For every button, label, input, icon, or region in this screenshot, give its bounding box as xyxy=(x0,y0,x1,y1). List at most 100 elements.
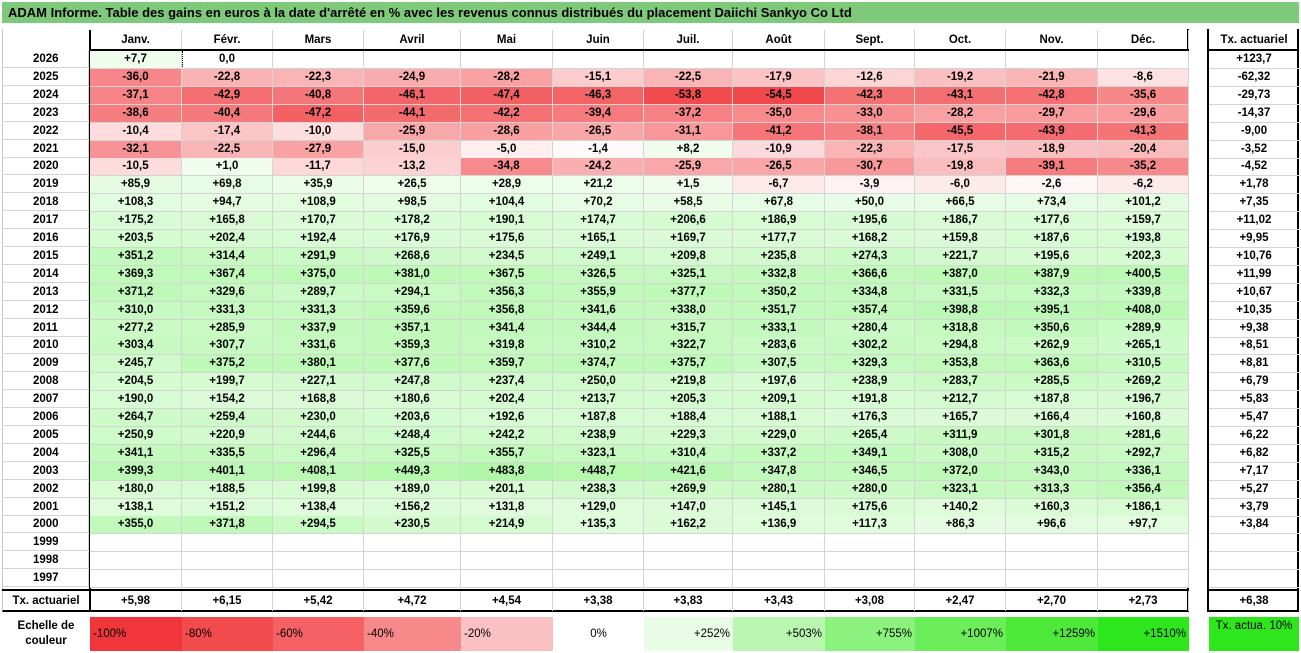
heatmap-cell: +205,3 xyxy=(644,391,733,410)
heatmap-cell: +294,8 xyxy=(915,337,1006,356)
heatmap-cell: +245,7 xyxy=(90,355,182,374)
heatmap-cell: +387,0 xyxy=(915,265,1006,284)
heatmap-cell: +203,5 xyxy=(90,230,182,248)
heatmap-cell: +188,5 xyxy=(182,480,273,499)
heatmap-cell: +175,6 xyxy=(825,498,915,517)
heatmap-cell xyxy=(644,552,733,571)
heatmap-cell: -22,5 xyxy=(182,140,273,159)
color-scale-swatch: -100% xyxy=(90,617,182,651)
heatmap-cell: +329,6 xyxy=(182,283,273,302)
heatmap-cell: +292,7 xyxy=(1098,444,1189,463)
heatmap-cell: -10,4 xyxy=(90,122,182,141)
heatmap-cell: +265,1 xyxy=(1098,337,1189,356)
heatmap-cell: +369,3 xyxy=(90,265,182,284)
heatmap-cell: +242,2 xyxy=(461,426,553,445)
heatmap-cell: +338,0 xyxy=(644,301,733,320)
heatmap-cell: +196,7 xyxy=(1098,391,1189,410)
year-label: 2023 xyxy=(3,104,89,122)
heatmap-cell: +1,5 xyxy=(644,176,733,195)
heatmap-cell: -6,2 xyxy=(1098,176,1189,195)
heatmap-cell: +180,6 xyxy=(364,391,461,410)
heatmap-cell: +159,7 xyxy=(1098,212,1189,231)
heatmap-cell: +296,4 xyxy=(273,444,364,463)
heatmap-cell: +170,7 xyxy=(273,212,364,231)
heatmap-cell: +323,1 xyxy=(915,480,1006,499)
heatmap-cell: -10,9 xyxy=(733,140,825,159)
heatmap-cell: +209,1 xyxy=(733,391,825,410)
heatmap-cell: +372,0 xyxy=(915,462,1006,481)
heatmap-cell xyxy=(733,552,825,571)
heatmap-cell: +357,1 xyxy=(364,319,461,338)
heatmap-cell: -17,5 xyxy=(915,140,1006,159)
heatmap-cell: -13,2 xyxy=(364,158,461,177)
heatmap-cell: +235,8 xyxy=(733,247,825,266)
heatmap-cell xyxy=(915,570,1006,589)
heatmap-cell: -43,1 xyxy=(915,86,1006,105)
rate-cell: +10,67 xyxy=(1209,284,1299,302)
heatmap-cell: +355,0 xyxy=(90,516,182,535)
heatmap-cell: -2,6 xyxy=(1006,176,1098,195)
footer-rule xyxy=(1209,589,1299,591)
heatmap-cell: +168,2 xyxy=(825,230,915,248)
heatmap-cell: +335,5 xyxy=(182,444,273,463)
heatmap-cell xyxy=(182,534,273,553)
heatmap-cell: +249,1 xyxy=(553,247,644,266)
heatmap-cell: +377,7 xyxy=(644,283,733,302)
heatmap-cell: -42,2 xyxy=(461,104,553,123)
rate-cell: +123,7 xyxy=(1209,51,1299,69)
heatmap-cell: +274,3 xyxy=(825,247,915,266)
heatmap-cell: +350,6 xyxy=(1006,319,1098,338)
heatmap-cell: +337,2 xyxy=(733,444,825,463)
heatmap-cell: +244,6 xyxy=(273,426,364,445)
heatmap-cell: -10,5 xyxy=(90,158,182,177)
heatmap-cell xyxy=(182,570,273,589)
year-label: 2000 xyxy=(3,516,89,534)
rate-cell: +6,79 xyxy=(1209,373,1299,392)
heatmap-cell: +307,7 xyxy=(182,337,273,356)
heatmap-cell: +186,9 xyxy=(733,212,825,231)
heatmap-cell: +230,0 xyxy=(273,409,364,427)
heatmap-cell xyxy=(1006,552,1098,571)
rate-cell: +5,83 xyxy=(1209,391,1299,410)
heatmap-cell: +334,8 xyxy=(825,283,915,302)
heatmap-cell: +188,1 xyxy=(733,409,825,427)
heatmap-cell: +117,3 xyxy=(825,516,915,535)
month-header: Juin xyxy=(553,30,644,50)
year-label: 2004 xyxy=(3,444,89,462)
heatmap-cell: +308,0 xyxy=(915,444,1006,463)
heatmap-cell: +310,5 xyxy=(1098,355,1189,374)
heatmap-cell: -22,3 xyxy=(273,68,364,87)
heatmap-cell: +206,6 xyxy=(644,212,733,231)
heatmap-cell xyxy=(644,570,733,589)
heatmap-cell: +70,2 xyxy=(553,194,644,213)
heatmap-cell: -15,0 xyxy=(364,140,461,159)
rate-cell: -62,32 xyxy=(1209,69,1299,87)
heatmap-cell: +323,1 xyxy=(553,444,644,463)
heatmap-cell xyxy=(915,51,1006,69)
heatmap-cell: -40,4 xyxy=(182,104,273,123)
rate-cell: +8,81 xyxy=(1209,355,1299,374)
footer-rate-cell: +2,70 xyxy=(1006,591,1098,611)
heatmap-cell: +221,7 xyxy=(915,247,1006,266)
heatmap-cell: +237,4 xyxy=(461,373,553,392)
heatmap-cell: +238,9 xyxy=(825,373,915,392)
heatmap-cell: +165,1 xyxy=(553,230,644,248)
heatmap-cell: +291,9 xyxy=(273,247,364,266)
heatmap-cell: +214,9 xyxy=(461,516,553,535)
rate-cell: +3,84 xyxy=(1209,516,1299,535)
month-header: Mars xyxy=(273,30,364,50)
heatmap-cell: +177,7 xyxy=(733,230,825,248)
heatmap-cell: +247,8 xyxy=(364,373,461,392)
heatmap-cell: +50,0 xyxy=(825,194,915,213)
heatmap-cell: -36,0 xyxy=(90,68,182,87)
rate-cell: -9,00 xyxy=(1209,123,1299,141)
heatmap-cell: +283,7 xyxy=(915,373,1006,392)
heatmap-cell: -42,3 xyxy=(825,86,915,105)
year-label: 2016 xyxy=(3,230,89,247)
heatmap-cell: -30,7 xyxy=(825,158,915,177)
rate-cell xyxy=(1209,570,1299,589)
footer-rate-cell: +3,83 xyxy=(644,591,733,611)
heatmap-cell: +375,7 xyxy=(644,355,733,374)
heatmap-cell: -39,1 xyxy=(1006,158,1098,177)
heatmap-cell: +301,8 xyxy=(1006,426,1098,445)
